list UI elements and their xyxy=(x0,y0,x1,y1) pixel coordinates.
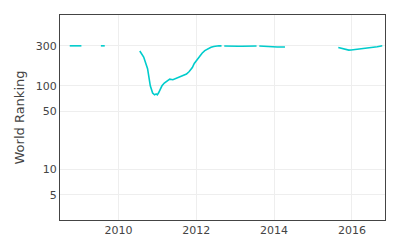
svg-text:50: 50 xyxy=(43,105,57,118)
svg-text:2012: 2012 xyxy=(182,224,210,237)
svg-text:100: 100 xyxy=(36,80,57,93)
svg-text:2014: 2014 xyxy=(260,224,288,237)
svg-text:300: 300 xyxy=(36,40,57,53)
svg-text:2010: 2010 xyxy=(104,224,132,237)
svg-text:World Ranking: World Ranking xyxy=(12,71,27,165)
svg-text:5: 5 xyxy=(50,189,57,202)
svg-text:10: 10 xyxy=(43,163,57,176)
svg-text:2016: 2016 xyxy=(338,224,366,237)
